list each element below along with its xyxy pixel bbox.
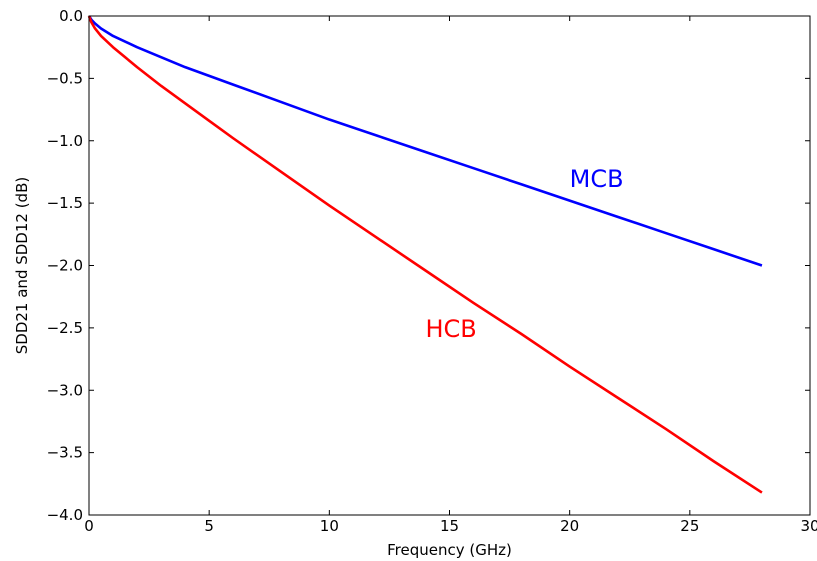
- x-tick-label: 25: [680, 517, 699, 535]
- series-layer: [87, 15, 763, 494]
- annotations-layer: MCB HCB: [425, 165, 623, 343]
- ticks-layer: 0 5 10 15 20 25 30 0.0 −0.5 −1.0 −1.5 −2.0 −2.5 −3.0 −…: [47, 7, 817, 535]
- x-tick-label: 30: [800, 517, 817, 535]
- y-tick-label: −3.0: [47, 381, 83, 399]
- y-tick-label: −4.0: [47, 506, 83, 524]
- x-tick-label: 5: [204, 517, 214, 535]
- y-tick-label: 0.0: [59, 7, 83, 25]
- x-tick-label: 20: [560, 517, 579, 535]
- y-tick-label: −0.5: [47, 69, 83, 87]
- series-line-mcb: [87, 15, 763, 267]
- x-tick-label: 10: [320, 517, 339, 535]
- y-tick-label: −1.5: [47, 194, 83, 212]
- annotation-mcb: MCB: [570, 165, 624, 193]
- annotation-hcb: HCB: [425, 315, 476, 343]
- x-tick-label: 15: [440, 517, 459, 535]
- plot-area-frame: [88, 15, 811, 516]
- y-tick-label: −3.5: [47, 444, 83, 462]
- y-tick-label: −2.0: [47, 257, 83, 275]
- y-tick-label: −1.0: [47, 132, 83, 150]
- x-tick-label: 0: [84, 517, 94, 535]
- y-tick-label: −2.5: [47, 319, 83, 337]
- x-axis-label: Frequency (GHz): [387, 541, 512, 559]
- y-axis-label: SDD21 and SDD12 (dB): [13, 177, 31, 354]
- series-line-hcb: [87, 15, 763, 494]
